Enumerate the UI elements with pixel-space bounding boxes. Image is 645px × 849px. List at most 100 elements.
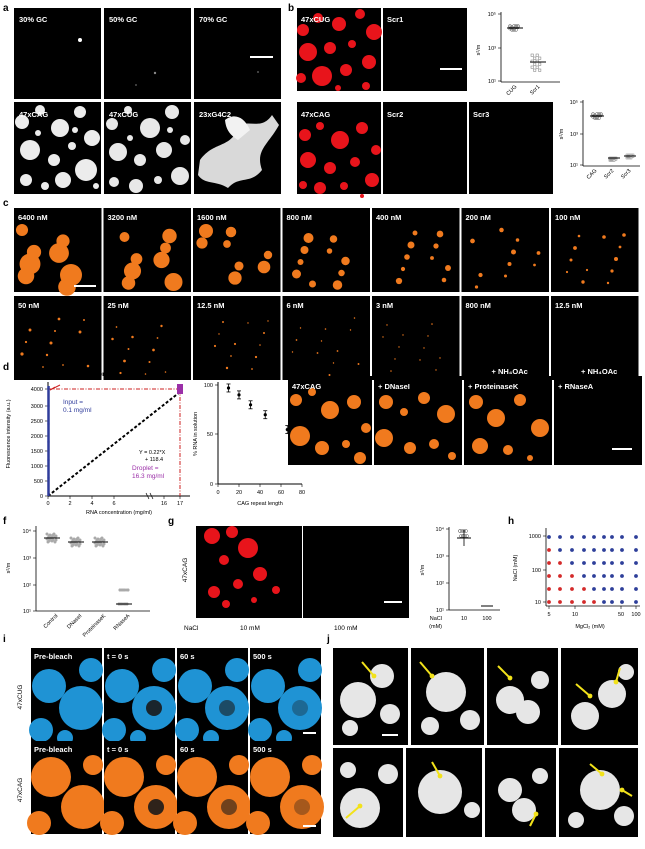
tile-label: 30% GC [19,15,48,24]
droplet [341,256,350,266]
droplet [390,370,392,372]
droplet [297,24,309,36]
droplet [28,328,32,332]
text-label: 4 [90,501,93,507]
panel-label-j: j [326,634,330,645]
panel-e: 47xCAG + DNaseI + ProteinaseK + RNaseA [288,376,642,465]
droplet [516,700,540,724]
tile-label: Scr2 [387,110,403,119]
scatter-point [597,113,601,118]
panel-label-f: f [3,516,7,527]
droplet [362,55,376,69]
droplet [68,142,76,150]
text-label: 0 [46,501,49,507]
droplet [321,401,339,419]
droplet [300,152,316,168]
phase-dot [610,548,614,552]
axis-label: Fluorescence intensity (a.u.) [6,399,12,468]
axis-label: s²/m [420,564,426,575]
droplet [342,720,358,736]
droplet [404,442,416,454]
text-label: 5 [547,612,550,618]
conc-label: 10 mM [240,625,260,632]
droplet [347,395,361,409]
droplet [295,339,298,341]
droplet [487,409,505,427]
droplet [160,324,163,328]
droplet [84,130,100,146]
phase-dot [558,561,562,565]
droplet [573,246,577,250]
droplet [386,324,388,326]
droplet [208,586,220,598]
droplet [204,528,220,544]
droplet [115,326,118,328]
droplet [365,173,379,187]
droplet [297,259,304,265]
panel-g: 47xCAG NaCl 10 mM 100 mM s²/m 10¹ 10² 10³ 1… [182,526,500,632]
droplet [602,235,606,239]
text-label: 10³ [436,554,444,560]
droplet [511,249,516,255]
scatter-point [47,539,51,543]
droplet [222,600,230,608]
text-label: 400 nM [376,213,401,222]
scatter-point [76,536,80,540]
arrow [589,763,603,775]
arrow-head [507,675,513,681]
phase-dot [592,535,596,539]
droplet [253,567,267,581]
fit-line [47,391,181,497]
scatter-point [612,159,616,162]
scatter-point [52,532,56,536]
text-label: 3200 nM [108,213,138,222]
panel-i: 47xCUG 47xCAG Pre-bleach t = 0 s 60 s 500 s… [17,648,324,835]
droplet [507,262,512,266]
tick-label: ProteinaseK [82,613,108,639]
droplet [436,230,444,238]
text-label: 60 [278,490,284,496]
arrow-head [357,803,363,809]
droplet [20,140,40,160]
tile-label: 47xCAG [292,382,321,391]
scatter-point [122,588,126,592]
tick-label: 10⁵ [488,11,496,18]
droplet [336,350,339,352]
tile-b-4 [383,102,467,194]
phase-dot [558,535,562,539]
droplet-point [177,384,183,394]
droplet [153,251,170,269]
panel-label-e: e [283,364,289,375]
text-label: 10¹ [436,608,444,614]
droplet [165,105,179,119]
tile-c-6 [461,208,549,292]
droplet [272,586,280,594]
scatter-point [48,533,52,537]
text-label: 100 [631,612,640,618]
scatter-point [51,538,55,542]
text-label: 1600 nM [197,213,227,222]
droplet [394,358,396,360]
phase-dot [592,600,596,604]
arrow [431,761,441,777]
axis-label: (mM) [429,624,442,630]
text-label: 17 [177,501,183,507]
phase-dot [570,535,574,539]
text-label: 10² [436,581,444,587]
arrow-head [437,773,443,779]
tick-label: DNaseI [66,613,84,631]
phase-dot [582,561,586,565]
droplet [577,234,581,238]
droplet [606,281,610,285]
droplet [32,669,66,703]
phase-dot [610,600,614,604]
text-label: 20 [236,490,242,496]
text-label: 1000 [31,464,43,470]
droplet [332,280,343,290]
droplet [218,333,220,335]
droplet [412,230,418,236]
droplet [20,174,32,186]
text-label: 10¹ [23,609,31,615]
droplet [156,142,172,158]
droplet [230,355,232,357]
